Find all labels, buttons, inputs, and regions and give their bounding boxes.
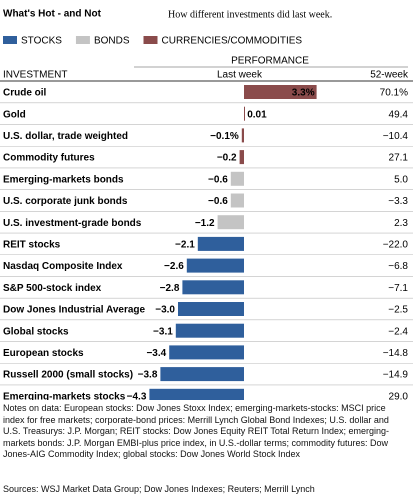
- category-label: U.S. investment-grade bonds: [3, 218, 142, 229]
- week52-value: −14.8: [383, 348, 409, 359]
- legend-label: CURRENCIES/COMMODITIES: [162, 36, 303, 47]
- bar: [178, 302, 244, 316]
- value-label: −3.0: [155, 305, 175, 316]
- legend-swatch: [143, 36, 158, 44]
- week52-value: 27.1: [389, 153, 409, 164]
- value-label: 0.01: [247, 109, 267, 120]
- value-label: −0.6: [208, 196, 228, 207]
- bar: [175, 323, 244, 338]
- category-label: Nasdaq Composite Index: [3, 261, 123, 272]
- bar: [241, 128, 244, 143]
- value-label: −0.1%: [210, 131, 239, 142]
- week52-value: −10.4: [383, 131, 409, 142]
- week52-value: 5.0: [394, 174, 408, 185]
- bar: [217, 215, 244, 230]
- bar: [230, 193, 244, 208]
- category-label: European stocks: [3, 348, 84, 359]
- bar: [230, 171, 244, 186]
- bar: [182, 280, 244, 295]
- category-label: Emerging-markets stocks: [3, 391, 126, 400]
- bar: [169, 345, 244, 360]
- category-label: Emerging-markets bonds: [3, 174, 124, 185]
- extra-header: 52-week: [370, 70, 409, 81]
- week52-value: −14.9: [383, 370, 409, 381]
- value-label: −3.1: [153, 326, 173, 337]
- bar: [244, 85, 317, 99]
- chart-title: What's Hot - and Not: [3, 9, 102, 20]
- value-label: −2.8: [160, 283, 180, 294]
- week52-value: −6.8: [388, 261, 408, 272]
- notes: Notes on data: European stocks: Dow Jone…: [3, 403, 389, 459]
- category-header: INVESTMENT: [3, 70, 67, 81]
- value-label: −0.2: [217, 153, 237, 164]
- value-label: −2.6: [164, 261, 184, 272]
- week52-value: −22.0: [383, 240, 409, 251]
- category-label: U.S. corporate junk bonds: [3, 196, 128, 207]
- value-label: −0.6: [208, 174, 228, 185]
- value-label: −3.8: [138, 370, 158, 381]
- category-label: Commodity futures: [3, 153, 95, 164]
- value-label: −2.1: [175, 240, 195, 251]
- bar: [197, 236, 244, 251]
- week52-value: −7.1: [388, 283, 408, 294]
- legend-label: STOCKS: [21, 36, 62, 47]
- legend-label: BONDS: [94, 36, 130, 47]
- category-label: S&P 500-stock index: [3, 283, 102, 294]
- week52-value: 70.1%: [380, 88, 408, 99]
- chart-subtitle: How different investments did last week.: [168, 9, 332, 20]
- legend-swatch: [75, 36, 90, 44]
- week52-value: 29.0: [389, 391, 409, 400]
- bar: [160, 367, 244, 382]
- bar: [186, 258, 244, 273]
- week52-value: −3.3: [388, 196, 408, 207]
- category-label: Russell 2000 (small stocks): [3, 370, 133, 381]
- value-header: Last week: [217, 70, 263, 81]
- week52-value: −2.5: [388, 305, 408, 316]
- category-label: Gold: [3, 109, 26, 120]
- value-label: −1.2: [195, 218, 215, 229]
- category-label: Global stocks: [3, 326, 69, 337]
- value-label: −4.3: [127, 391, 147, 400]
- bar: [239, 150, 244, 165]
- week52-value: 2.3: [394, 218, 408, 229]
- legend-swatch: [3, 36, 17, 44]
- value-label: −3.4: [146, 348, 166, 359]
- sources: Sources: WSJ Market Data Group; Dow Jone…: [3, 484, 315, 494]
- group-header: PERFORMANCE: [231, 56, 309, 67]
- week52-value: 49.4: [389, 109, 409, 120]
- category-label: Crude oil: [3, 88, 47, 99]
- week52-value: −2.4: [388, 326, 408, 337]
- bar: [244, 106, 245, 121]
- category-label: U.S. dollar, trade weighted: [3, 131, 128, 142]
- chart: What's Hot - and Not How different inves…: [0, 9, 413, 400]
- category-label: Dow Jones Industrial Average: [3, 305, 146, 316]
- value-label: 3.3%: [292, 88, 315, 99]
- category-label: REIT stocks: [3, 240, 61, 251]
- bar: [149, 388, 244, 400]
